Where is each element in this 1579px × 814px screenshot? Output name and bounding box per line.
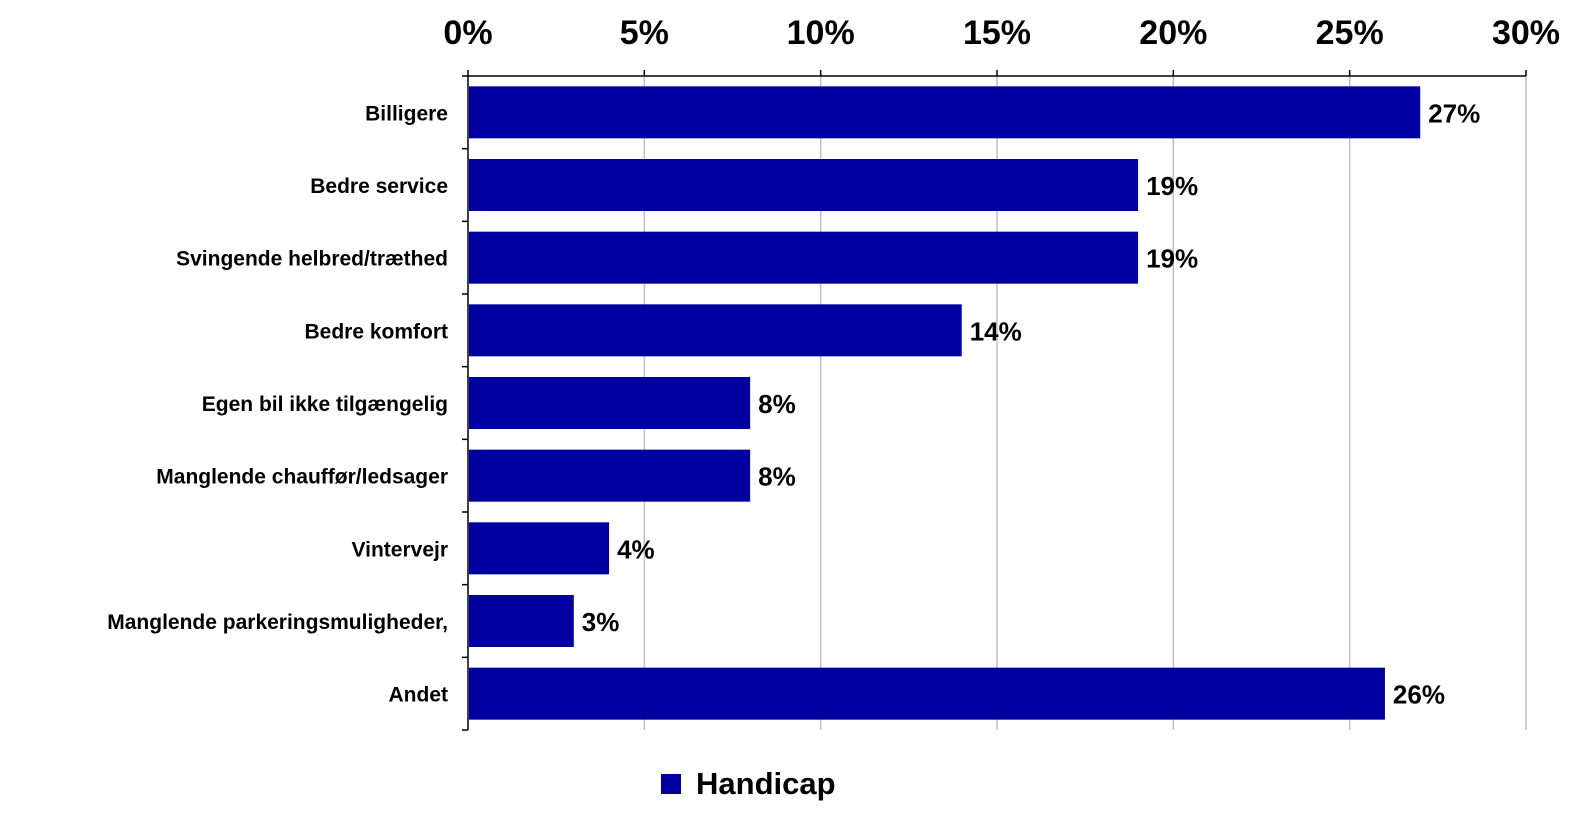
bar [469,449,751,502]
bars [469,86,1421,720]
x-tick-label: 5% [620,14,669,52]
bar [469,377,751,429]
bar [469,231,1139,284]
category-label: Bedre service [310,175,448,198]
category-label: Egen bil ikke tilgængelig [202,393,448,416]
data-label: 27% [1428,98,1480,128]
data-label: 8% [758,462,796,492]
bar [469,86,1421,139]
x-tick-label: 25% [1316,14,1384,52]
category-label: Bedre komfort [304,320,448,343]
data-label: 14% [970,316,1022,346]
legend: Handicap [661,766,836,801]
data-label: 19% [1146,171,1198,201]
category-label: Manglende chauffør/ledsager [156,466,448,489]
legend-swatch [661,774,681,794]
bar [469,595,574,647]
data-label: 26% [1393,680,1445,710]
category-label: Andet [389,684,449,707]
category-label: Billigere [365,102,448,125]
x-tick-label: 20% [1139,14,1207,52]
bar [469,522,610,575]
category-label: Manglende parkeringsmuligheder, [107,611,448,634]
bar [469,667,1385,720]
x-tick-label: 0% [443,14,492,52]
axes: 0% 5% 10% 15% 20% 25% 30% [443,14,1560,731]
x-tick-label: 15% [963,14,1031,52]
x-tick-label: 30% [1492,14,1560,52]
data-label: 3% [582,607,620,637]
bar [469,159,1139,211]
data-label: 19% [1146,244,1198,274]
category-label: Svingende helbred/træthed [176,248,448,271]
bar [469,304,962,357]
data-label: 4% [617,534,655,564]
category-label: Vintervejr [352,538,449,561]
x-tick-label: 10% [787,14,855,52]
labels: Billigere 27% Bedre service 19% Svingende he… [107,98,1480,709]
legend-label: Handicap [696,766,836,801]
data-label: 8% [758,389,796,419]
